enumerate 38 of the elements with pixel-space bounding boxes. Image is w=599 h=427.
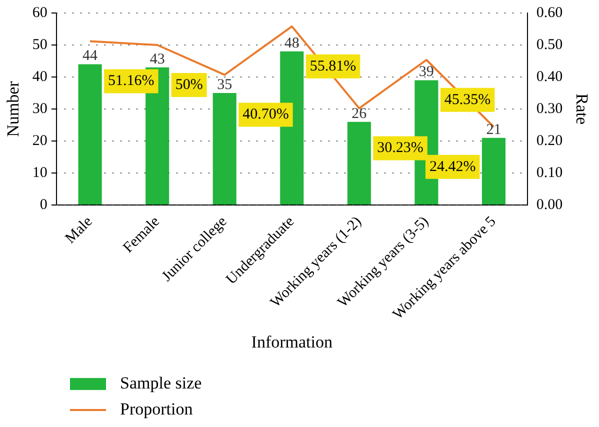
y-tick-label: 60 <box>32 4 48 21</box>
data-label: 50% <box>175 76 203 93</box>
y-tick-label: 10 <box>32 164 48 181</box>
data-label: 26 <box>352 106 368 122</box>
data-label: 35 <box>217 76 232 93</box>
y-tick-label: 0 <box>40 196 48 213</box>
legend-label: Sample size <box>120 373 202 392</box>
data-label: 48 <box>284 35 300 52</box>
y-axis-title: Number <box>4 80 23 137</box>
bar <box>482 138 506 205</box>
y2-tick-label: 0.60 <box>536 4 563 21</box>
y2-tick-label: 0.20 <box>536 132 563 149</box>
bar <box>78 64 102 205</box>
data-label: 24.42% <box>429 158 476 175</box>
data-label: 21 <box>486 122 502 138</box>
bar <box>212 93 236 205</box>
y2-axis-title: Rate <box>572 93 592 125</box>
data-label: 45.35% <box>444 92 491 108</box>
bar <box>347 122 371 205</box>
data-label: 30.23% <box>377 140 424 156</box>
y2-tick-label: 0.50 <box>536 36 563 53</box>
x-axis-title: Information <box>251 332 333 352</box>
data-label: 39 <box>418 64 434 80</box>
y-tick-label: 40 <box>32 68 48 85</box>
y2-tick-label: 0.40 <box>536 68 563 85</box>
y2-tick-label: 0.10 <box>536 164 563 181</box>
data-label: 51.16% <box>108 73 154 90</box>
data-label: 55.81% <box>310 58 356 74</box>
y2-tick-label: 0.00 <box>536 196 563 213</box>
y-tick-label: 30 <box>32 100 48 117</box>
data-label: 40.70% <box>242 106 289 123</box>
legend-label: Proportion <box>120 399 194 418</box>
data-label: 43 <box>150 51 165 68</box>
y2-tick-label: 0.30 <box>536 100 563 117</box>
y-tick-label: 50 <box>32 36 48 53</box>
data-label: 44 <box>82 48 98 64</box>
x-tick-label: Male <box>62 213 96 247</box>
y-tick-label: 20 <box>32 132 48 149</box>
